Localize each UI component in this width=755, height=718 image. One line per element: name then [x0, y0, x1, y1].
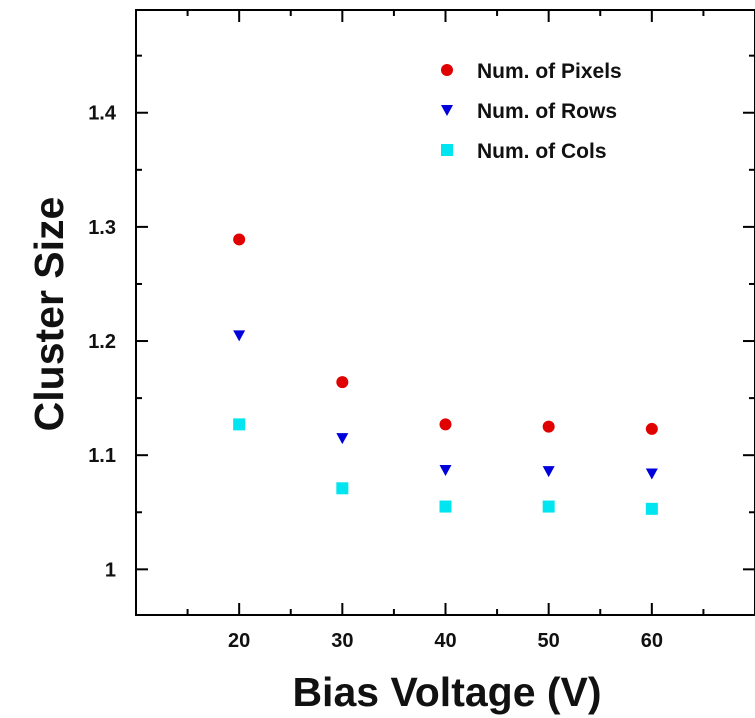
data-series [233, 233, 658, 515]
data-point [233, 233, 246, 246]
legend-label: Num. of Rows [477, 100, 617, 123]
legend-label: Num. of Pixels [477, 60, 622, 83]
legend-marker [441, 105, 453, 116]
data-point [542, 466, 555, 478]
x-axis-ticks [186, 10, 705, 615]
data-point [542, 420, 555, 433]
x-tick-label: 30 [331, 630, 353, 652]
x-tick-label: 40 [434, 630, 456, 652]
data-point [336, 376, 349, 389]
data-point [439, 465, 452, 477]
plot-frame [135, 9, 755, 616]
data-point [542, 500, 555, 513]
y-tick-label: 1.1 [88, 445, 116, 467]
data-point [439, 500, 452, 513]
x-tick-label: 60 [641, 630, 663, 652]
y-axis-tick-labels: 1 1.1 1.2 1.3 1.4 [88, 103, 117, 582]
x-axis-tick-labels: 20 30 40 50 60 [228, 630, 663, 652]
y-tick-label: 1.4 [88, 103, 117, 125]
plot-area [135, 9, 755, 616]
data-point [645, 468, 658, 480]
data-point [439, 418, 452, 431]
legend-label: Num. of Cols [477, 140, 607, 163]
y-tick-label: 1.3 [88, 217, 116, 239]
data-point [336, 433, 349, 445]
legend-marker [441, 64, 453, 76]
series-2 [233, 418, 658, 515]
legend-marker [441, 144, 453, 156]
data-point [233, 330, 246, 342]
legend: Num. of Pixels Num. of Rows Num. of Cols [441, 60, 622, 163]
y-tick-label: 1 [105, 559, 116, 581]
x-tick-label: 50 [538, 630, 560, 652]
x-axis-title: Bias Voltage (V) [292, 669, 601, 715]
data-point [233, 418, 246, 431]
data-point [645, 422, 658, 435]
series-0 [233, 233, 658, 435]
data-point [336, 482, 349, 495]
y-axis-title: Cluster Size [26, 197, 72, 432]
y-tick-label: 1.2 [88, 331, 116, 353]
series-1 [233, 330, 658, 480]
data-point [645, 502, 658, 515]
x-tick-label: 20 [228, 630, 250, 652]
y-axis-ticks [136, 54, 755, 571]
